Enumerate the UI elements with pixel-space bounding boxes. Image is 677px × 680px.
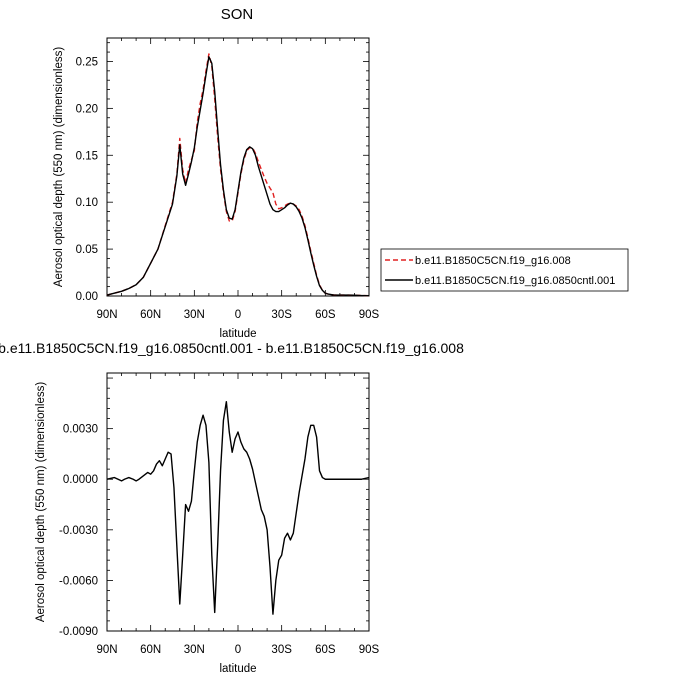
bottom-y-tick-label: -0.0090: [59, 626, 98, 638]
top-series-lines: [106, 53, 370, 297]
bottom-x-tick-label: 30N: [184, 644, 205, 656]
top-x-axis-label: latitude: [219, 328, 256, 340]
bottom-y-axis-label: Aerosol optical depth (550 nm) (dimensio…: [35, 382, 47, 623]
bottom-x-axis-label: latitude: [219, 663, 256, 675]
bottom-y-tick-label: -0.0030: [59, 525, 98, 537]
top-chart: SON 90N 60N 30N 0 30S 60S 90S 0.00 0.05 0.10 0.15 0…: [53, 6, 629, 340]
top-plot-frame: [106, 37, 370, 297]
top-axis-ticks: 90N 60N 30N 0 30S 60S 90S 0.00 0.05 0.10 0.15 0.20 0…: [76, 38, 380, 321]
top-y-axis-label: Aerosol optical depth (550 nm) (dimensio…: [53, 47, 65, 288]
legend-box: [380, 248, 629, 292]
top-y-tick-label: 0.00: [76, 291, 98, 303]
top-y-tick-label: 0.25: [76, 56, 98, 68]
bottom-series-lines: [106, 400, 370, 615]
bottom-chart-title: b.e11.B1850C5CN.f19_g16.0850cntl.001 - b…: [0, 340, 464, 356]
legend-label-series-1: b.e11.B1850C5CN.f19_g16.008: [415, 255, 571, 267]
top-x-tick-label: 30S: [271, 309, 292, 321]
top-y-tick-label: 0.10: [76, 197, 98, 209]
bottom-chart: b.e11.B1850C5CN.f19_g16.0850cntl.001 - b…: [0, 340, 464, 675]
top-x-tick-label: 90S: [359, 309, 380, 321]
bottom-x-tick-label: 30S: [271, 644, 292, 656]
bottom-x-tick-label: 0: [235, 644, 241, 656]
top-series-line-2: [106, 56, 370, 297]
bottom-axis-ticks: 90N 60N 30N 0 30S 60S 90S -0.0090 -0.0060 -0.0030…: [59, 373, 380, 656]
top-x-tick-label: 60N: [140, 309, 161, 321]
top-y-tick-label: 0.20: [76, 103, 98, 115]
bottom-y-tick-label: -0.0060: [59, 575, 98, 587]
bottom-y-tick-label: 0.0030: [63, 424, 98, 436]
bottom-series-line-1: [106, 400, 370, 615]
top-x-tick-label: 0: [235, 309, 241, 321]
top-series-line-1: [106, 53, 370, 297]
legend-label-series-2: b.e11.B1850C5CN.f19_g16.0850cntl.001: [415, 275, 615, 287]
bottom-x-tick-label: 90N: [96, 644, 117, 656]
top-y-tick-label: 0.15: [76, 150, 98, 162]
bottom-x-tick-label: 60N: [140, 644, 161, 656]
top-x-tick-label: 30N: [184, 309, 205, 321]
bottom-y-tick-label: 0.0000: [63, 474, 98, 486]
top-x-tick-label: 90N: [96, 309, 117, 321]
legend: b.e11.B1850C5CN.f19_g16.008 b.e11.B1850C…: [380, 248, 629, 292]
top-x-tick-label: 60S: [315, 309, 336, 321]
bottom-plot-frame: [106, 372, 370, 632]
bottom-x-tick-label: 60S: [315, 644, 336, 656]
bottom-x-tick-label: 90S: [359, 644, 380, 656]
top-chart-title: SON: [221, 6, 254, 23]
top-y-tick-label: 0.05: [76, 244, 98, 256]
